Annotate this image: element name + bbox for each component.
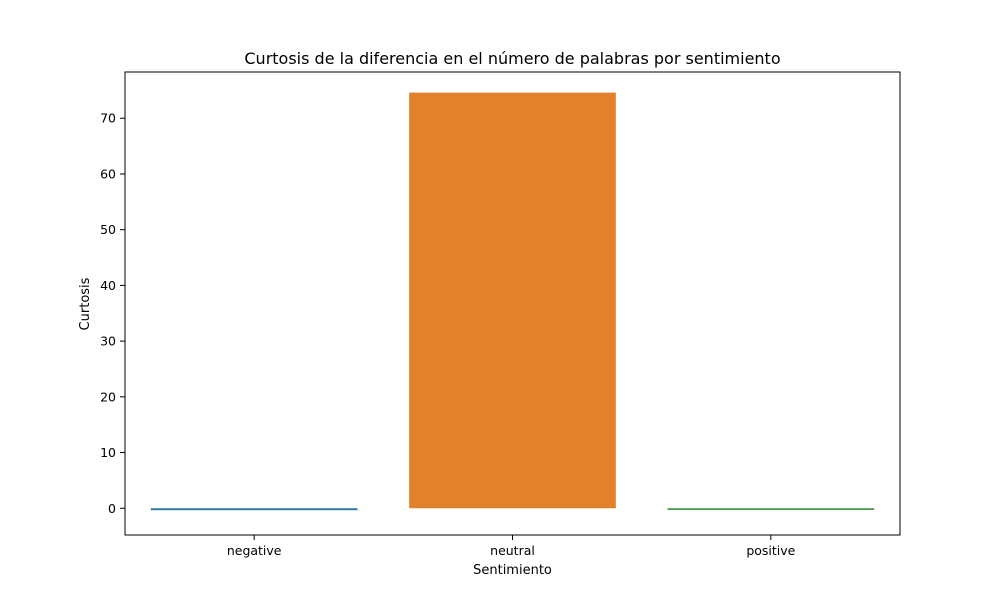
x-tick-label-negative: negative	[227, 543, 282, 558]
bar-negative	[150, 508, 358, 511]
bar-neutral	[409, 92, 616, 509]
y-tick-label: 50	[100, 222, 116, 237]
x-tick-label-positive: positive	[746, 543, 795, 558]
y-tick-label: 40	[100, 278, 116, 293]
bars-group	[150, 92, 875, 511]
x-axis-label: Sentimiento	[473, 563, 552, 578]
x-tick-label-neutral: neutral	[490, 543, 535, 558]
y-tick-label: 60	[100, 166, 116, 181]
bar-positive	[667, 508, 875, 510]
y-tick-label: 10	[100, 445, 116, 460]
y-axis-label: Curtosis	[78, 277, 93, 330]
plot-frame	[124, 71, 901, 536]
chart-title: Curtosis de la diferencia en el número d…	[244, 49, 780, 68]
y-tick-label: 30	[100, 334, 116, 349]
y-tick-label: 70	[100, 111, 116, 126]
y-tick-label: 20	[100, 389, 116, 404]
y-axis-ticks: 0 10 20 30 40 50 60 70	[100, 111, 125, 516]
x-axis-ticks: negative neutral positive	[227, 535, 796, 558]
y-tick-label: 0	[108, 501, 116, 516]
